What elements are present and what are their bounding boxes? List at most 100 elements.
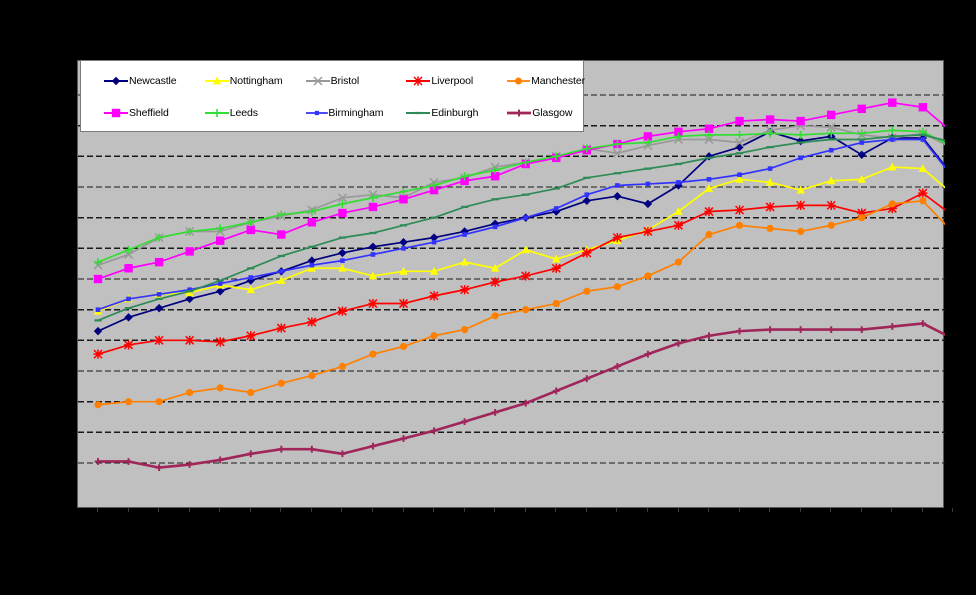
- legend-swatch-square-icon: [104, 108, 128, 118]
- data-point-marker: [734, 205, 745, 215]
- data-point-marker: [338, 263, 347, 272]
- data-point-marker: [705, 332, 713, 340]
- x-axis-ticks: [77, 508, 954, 513]
- data-point-marker: [798, 155, 803, 161]
- data-point-marker: [313, 76, 323, 86]
- data-point-marker: [706, 177, 712, 182]
- data-point-marker: [401, 246, 406, 251]
- data-point-marker: [920, 137, 926, 142]
- legend-item-liverpool[interactable]: Liverpool: [383, 75, 484, 87]
- data-point-marker: [644, 350, 652, 358]
- data-point-marker: [248, 275, 254, 280]
- data-point-marker: [828, 147, 834, 153]
- legend-item-nottingham[interactable]: Nottingham: [182, 75, 283, 87]
- data-point-marker: [676, 180, 681, 185]
- data-point-marker: [553, 206, 559, 211]
- data-point-marker: [246, 218, 255, 227]
- data-point-marker: [217, 281, 223, 286]
- series-manchester: [94, 197, 945, 409]
- x-tick: [402, 508, 404, 512]
- data-point-marker: [522, 399, 530, 407]
- series-edinburgh: [94, 133, 945, 322]
- chart-legend: Newcastle Nottingham Bristol Liverpool Manch…: [80, 60, 585, 132]
- data-point-marker: [674, 207, 683, 215]
- data-point-marker: [613, 192, 622, 201]
- data-point-marker: [338, 199, 347, 208]
- data-point-marker: [613, 363, 621, 370]
- x-tick: [738, 508, 740, 512]
- legend-item-manchester[interactable]: Manchester: [484, 75, 585, 87]
- legend-item-label: Manchester: [531, 75, 585, 87]
- data-point-marker: [307, 263, 317, 272]
- data-point-marker: [155, 398, 163, 406]
- data-point-marker: [615, 183, 620, 188]
- data-point-marker: [247, 450, 255, 458]
- legend-item-birmingham[interactable]: Birmingham: [283, 107, 383, 119]
- legend-item-bristol[interactable]: Bristol: [283, 75, 384, 87]
- data-point-marker: [827, 176, 836, 185]
- legend-item-newcastle[interactable]: Newcastle: [81, 75, 182, 87]
- data-point-marker: [735, 116, 744, 126]
- series-leeds: [94, 126, 945, 267]
- x-tick: [463, 508, 465, 512]
- data-point-marker: [155, 233, 164, 242]
- data-point-marker: [767, 166, 773, 171]
- x-tick: [280, 508, 282, 512]
- data-point-marker: [552, 387, 560, 395]
- data-point-marker: [308, 445, 316, 453]
- legend-item-label: Sheffield: [129, 107, 169, 119]
- data-point-marker: [370, 252, 376, 257]
- data-point-marker: [490, 172, 500, 181]
- data-point-marker: [125, 458, 132, 465]
- x-tick: [433, 508, 435, 512]
- data-point-marker: [644, 272, 652, 280]
- x-tick: [249, 508, 251, 512]
- data-point-marker: [461, 326, 469, 334]
- legend-item-edinburgh[interactable]: Edinburgh: [383, 107, 484, 119]
- data-point-marker: [338, 362, 346, 370]
- data-point-marker: [154, 257, 164, 267]
- legend-row-1: Newcastle Nottingham Bristol Liverpool Manch…: [81, 69, 585, 93]
- data-point-marker: [858, 214, 866, 222]
- data-point-marker: [429, 291, 439, 301]
- series-liverpool: [93, 188, 945, 359]
- data-point-marker: [126, 296, 131, 302]
- data-point-marker: [400, 435, 407, 442]
- data-point-marker: [612, 233, 622, 243]
- data-point-marker: [765, 178, 775, 186]
- data-point-marker: [490, 263, 500, 272]
- data-point-marker: [826, 122, 836, 132]
- data-point-marker: [704, 184, 714, 192]
- data-point-marker: [675, 340, 682, 347]
- legend-item-sheffield[interactable]: Sheffield: [81, 107, 182, 119]
- data-point-marker: [857, 104, 866, 113]
- x-tick: [494, 508, 496, 512]
- data-point-marker: [124, 264, 133, 273]
- data-point-marker: [111, 108, 121, 118]
- series-line: [97, 199, 945, 406]
- plot-area: [77, 60, 945, 508]
- legend-item-leeds[interactable]: Leeds: [182, 107, 283, 119]
- x-tick: [127, 508, 129, 512]
- data-point-marker: [246, 331, 256, 341]
- legend-item-label: Newcastle: [129, 75, 177, 87]
- data-point-marker: [398, 298, 409, 309]
- series-line: [98, 322, 945, 469]
- x-tick: [769, 508, 771, 512]
- data-point-marker: [216, 224, 225, 233]
- data-point-marker: [643, 199, 653, 209]
- data-point-marker: [796, 185, 805, 194]
- data-point-marker: [826, 200, 836, 210]
- data-point-marker: [246, 285, 255, 294]
- x-tick: [555, 508, 557, 512]
- legend-item-glasgow[interactable]: Glasgow: [484, 107, 585, 119]
- series-layer: [93, 98, 945, 471]
- data-point-marker: [491, 166, 500, 175]
- data-point-marker: [704, 206, 714, 217]
- data-point-marker: [462, 232, 467, 237]
- data-point-marker: [314, 110, 319, 116]
- data-point-marker: [430, 332, 438, 340]
- data-point-marker: [673, 220, 684, 230]
- data-point-marker: [399, 342, 408, 351]
- data-point-marker: [888, 323, 896, 330]
